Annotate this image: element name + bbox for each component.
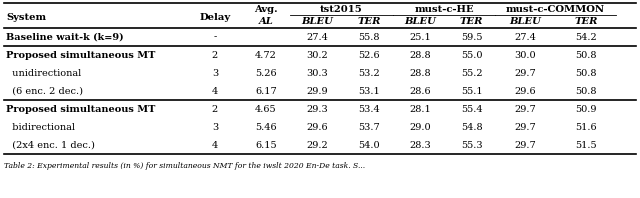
Text: 29.6: 29.6	[307, 123, 328, 131]
Text: must-c-COMMON: must-c-COMMON	[506, 6, 605, 14]
Text: 53.2: 53.2	[358, 69, 380, 77]
Text: -: -	[213, 32, 216, 42]
Text: 54.2: 54.2	[575, 32, 597, 42]
Text: 6.17: 6.17	[255, 87, 277, 95]
Text: 54.8: 54.8	[461, 123, 483, 131]
Text: 55.8: 55.8	[358, 32, 380, 42]
Text: 30.3: 30.3	[307, 69, 328, 77]
Text: tst2015: tst2015	[320, 6, 363, 14]
Text: 50.8: 50.8	[575, 69, 596, 77]
Text: 28.8: 28.8	[410, 50, 431, 60]
Text: 27.4: 27.4	[515, 32, 536, 42]
Text: 50.8: 50.8	[575, 87, 596, 95]
Text: Proposed simultaneous MT: Proposed simultaneous MT	[6, 50, 156, 60]
Text: 55.2: 55.2	[461, 69, 483, 77]
Text: (2x4 enc. 1 dec.): (2x4 enc. 1 dec.)	[6, 141, 95, 149]
Text: BLEU: BLEU	[509, 16, 541, 26]
Text: 55.3: 55.3	[461, 141, 483, 149]
Text: 25.1: 25.1	[410, 32, 431, 42]
Text: 3: 3	[212, 123, 218, 131]
Text: bidirectional: bidirectional	[6, 123, 75, 131]
Text: Table 2: Experimental results (in %) for simultaneous NMT for the iwslt 2020 En-: Table 2: Experimental results (in %) for…	[4, 162, 365, 170]
Text: 2: 2	[212, 50, 218, 60]
Text: 5.26: 5.26	[255, 69, 277, 77]
Text: 53.7: 53.7	[358, 123, 380, 131]
Text: 5.46: 5.46	[255, 123, 277, 131]
Text: Avg.: Avg.	[254, 6, 278, 14]
Text: must-c-HE: must-c-HE	[414, 6, 474, 14]
Text: 4.72: 4.72	[255, 50, 277, 60]
Text: System: System	[6, 12, 46, 22]
Text: Baseline wait-k (k=9): Baseline wait-k (k=9)	[6, 32, 124, 42]
Text: 29.7: 29.7	[515, 105, 536, 113]
Text: 51.5: 51.5	[575, 141, 597, 149]
Text: 6.15: 6.15	[255, 141, 277, 149]
Text: 54.0: 54.0	[358, 141, 380, 149]
Text: 28.6: 28.6	[410, 87, 431, 95]
Text: 4.65: 4.65	[255, 105, 277, 113]
Text: 29.6: 29.6	[515, 87, 536, 95]
Text: 29.9: 29.9	[307, 87, 328, 95]
Text: 53.1: 53.1	[358, 87, 380, 95]
Text: 55.1: 55.1	[461, 87, 483, 95]
Text: 55.0: 55.0	[461, 50, 483, 60]
Text: 29.2: 29.2	[307, 141, 328, 149]
Text: 27.4: 27.4	[307, 32, 328, 42]
Text: 51.6: 51.6	[575, 123, 597, 131]
Text: 29.0: 29.0	[410, 123, 431, 131]
Text: Delay: Delay	[200, 12, 230, 22]
Text: BLEU: BLEU	[301, 16, 333, 26]
Text: 53.4: 53.4	[358, 105, 380, 113]
Text: 30.0: 30.0	[515, 50, 536, 60]
Text: 52.6: 52.6	[358, 50, 380, 60]
Text: 4: 4	[212, 87, 218, 95]
Text: TER: TER	[574, 16, 598, 26]
Text: 29.7: 29.7	[515, 123, 536, 131]
Text: 3: 3	[212, 69, 218, 77]
Text: TER: TER	[357, 16, 381, 26]
Text: 28.3: 28.3	[410, 141, 431, 149]
Text: 55.4: 55.4	[461, 105, 483, 113]
Text: 50.9: 50.9	[575, 105, 596, 113]
Text: 28.8: 28.8	[410, 69, 431, 77]
Text: 50.8: 50.8	[575, 50, 596, 60]
Text: 29.7: 29.7	[515, 141, 536, 149]
Text: BLEU: BLEU	[404, 16, 436, 26]
Text: 2: 2	[212, 105, 218, 113]
Text: Proposed simultaneous MT: Proposed simultaneous MT	[6, 105, 156, 113]
Text: 29.7: 29.7	[515, 69, 536, 77]
Text: 4: 4	[212, 141, 218, 149]
Text: 29.3: 29.3	[307, 105, 328, 113]
Text: 59.5: 59.5	[461, 32, 483, 42]
Text: unidirectional: unidirectional	[6, 69, 81, 77]
Text: 30.2: 30.2	[307, 50, 328, 60]
Text: TER: TER	[460, 16, 483, 26]
Text: AL: AL	[259, 16, 273, 26]
Text: (6 enc. 2 dec.): (6 enc. 2 dec.)	[6, 87, 83, 95]
Text: 28.1: 28.1	[410, 105, 431, 113]
